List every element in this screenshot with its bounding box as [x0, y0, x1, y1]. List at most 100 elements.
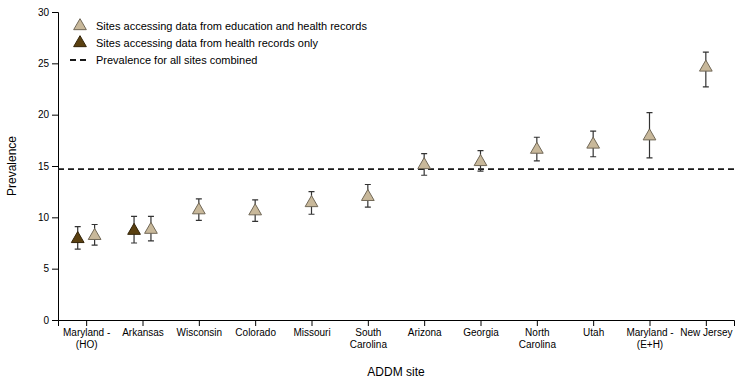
- y-tick-label: 10: [38, 212, 50, 223]
- x-tick-mark: [255, 320, 256, 326]
- x-tick-label-line: Georgia: [463, 327, 499, 338]
- x-tick: New Jersey: [680, 320, 732, 338]
- x-tick-label-line: Utah: [583, 327, 604, 338]
- y-tick-label: 25: [38, 58, 50, 69]
- legend-label: Sites accessing data from education and …: [96, 20, 367, 32]
- marker: [88, 228, 101, 239]
- x-tick-label-line: Carolina: [350, 339, 388, 350]
- x-tick-mark: [424, 320, 425, 326]
- x-tick-mark: [481, 320, 482, 326]
- x-tick-mark: [199, 320, 200, 326]
- x-tick-label: SouthCarolina: [350, 327, 388, 350]
- y-axis: 0 5 10 15 20 25 30: [38, 7, 59, 326]
- x-tick-mark: [143, 320, 144, 326]
- y-tick-mark: [52, 12, 58, 13]
- x-tick: Wisconsin: [177, 320, 223, 338]
- marker: [249, 204, 262, 215]
- y-tick: 25: [38, 58, 58, 69]
- x-tick-label-line: Maryland -: [63, 327, 110, 338]
- y-tick-label: 5: [43, 263, 49, 274]
- y-axis-line: [52, 13, 59, 321]
- x-tick-mark: [706, 320, 707, 326]
- x-tick-mark: [368, 320, 369, 326]
- x-tick-label: Wisconsin: [177, 327, 223, 338]
- y-axis-title: Prevalence: [5, 136, 19, 196]
- marker: [699, 60, 712, 71]
- x-tick-mark: [312, 320, 313, 326]
- y-tick: 15: [38, 161, 58, 172]
- series-1: [71, 216, 140, 249]
- x-tick: Maryland -(E+H): [626, 320, 673, 350]
- x-tick: Arizona: [408, 320, 442, 338]
- x-tick-label: Colorado: [235, 327, 276, 338]
- marker: [361, 189, 374, 200]
- chart: 051015202530Maryland -(HO)ArkansasWiscon…: [0, 0, 750, 384]
- x-tick-label-line: North: [525, 327, 549, 338]
- x-axis-line: [59, 321, 735, 327]
- x-tick-label: Utah: [583, 327, 604, 338]
- marker: [192, 203, 205, 214]
- x-tick-label: Maryland -(E+H): [626, 327, 673, 350]
- x-tick: SouthCarolina: [350, 320, 388, 350]
- x-tick-label: Arkansas: [122, 327, 164, 338]
- y-tick: 20: [38, 109, 58, 120]
- y-tick-mark: [52, 115, 58, 116]
- x-tick-label: Maryland -(HO): [63, 327, 110, 350]
- x-tick-label-line: New Jersey: [680, 327, 732, 338]
- legend-marker: [74, 19, 87, 30]
- x-tick-mark: [86, 320, 87, 326]
- y-tick-label: 15: [38, 161, 50, 172]
- x-tick: Maryland -(HO): [63, 320, 110, 350]
- x-tick-label: New Jersey: [680, 327, 732, 338]
- y-tick-mark: [52, 63, 58, 64]
- x-tick-label-line: Arkansas: [122, 327, 164, 338]
- x-tick-mark: [593, 320, 594, 326]
- legend-label: Sites accessing data from health records…: [96, 37, 318, 49]
- legend-item: Sites accessing data from education and …: [74, 19, 368, 32]
- marker: [71, 232, 84, 243]
- plot: 051015202530Maryland -(HO)ArkansasWiscon…: [38, 7, 735, 350]
- y-tick-label: 30: [38, 7, 50, 18]
- y-tick-mark: [52, 269, 58, 270]
- y-tick-mark: [52, 166, 58, 167]
- x-tick-label: Missouri: [293, 327, 330, 338]
- x-tick: Utah: [583, 320, 604, 338]
- x-tick-label-line: Wisconsin: [177, 327, 223, 338]
- marker: [530, 142, 543, 153]
- x-tick: Missouri: [293, 320, 330, 338]
- x-tick-label-line: Maryland -: [626, 327, 673, 338]
- x-tick-mark: [537, 320, 538, 326]
- legend-marker: [74, 36, 87, 47]
- marker: [145, 222, 158, 233]
- x-tick-label-line: Carolina: [519, 339, 557, 350]
- x-tick: Colorado: [235, 320, 276, 338]
- legend-label: Prevalence for all sites combined: [96, 54, 257, 66]
- x-tick-label-line: Colorado: [235, 327, 276, 338]
- marker: [643, 129, 656, 140]
- legend-line: [70, 59, 90, 61]
- x-tick-label-line: South: [355, 327, 381, 338]
- y-tick: 0: [43, 315, 58, 326]
- marker: [128, 223, 141, 234]
- reference-line: [58, 168, 734, 170]
- x-tick: Arkansas: [122, 320, 164, 338]
- y-tick-mark: [52, 217, 58, 218]
- marker: [474, 155, 487, 166]
- y-tick-mark: [52, 320, 58, 321]
- y-tick-label: 20: [38, 109, 50, 120]
- x-tick-label: Arizona: [408, 327, 442, 338]
- y-tick-label: 0: [43, 315, 49, 326]
- x-tick-label-line: Missouri: [293, 327, 330, 338]
- y-tick: 10: [38, 212, 58, 223]
- series-0: [88, 52, 712, 245]
- x-tick-mark: [650, 320, 651, 326]
- x-tick-label-line: (HO): [76, 339, 98, 350]
- marks: [58, 52, 734, 249]
- x-tick: Georgia: [463, 320, 499, 338]
- x-axis-title: ADDM site: [367, 365, 425, 379]
- x-tick-label-line: (E+H): [637, 339, 663, 350]
- x-tick-label: NorthCarolina: [519, 327, 557, 350]
- marker: [418, 158, 431, 169]
- x-axis: Maryland -(HO)ArkansasWisconsinColoradoM…: [59, 320, 735, 350]
- y-tick: 30: [38, 7, 58, 18]
